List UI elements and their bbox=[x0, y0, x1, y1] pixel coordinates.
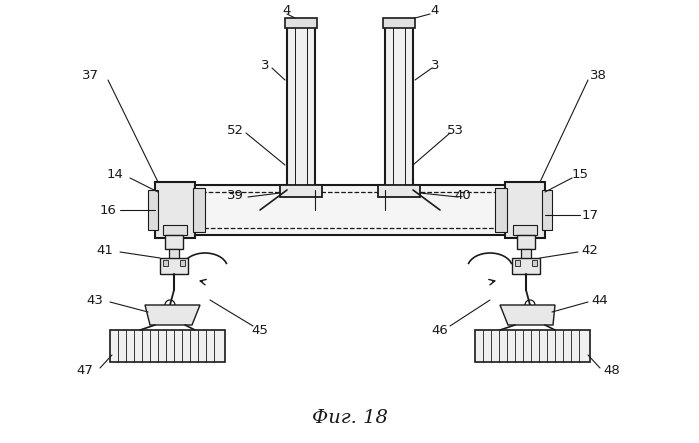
Bar bbox=[185, 185, 515, 235]
Text: 15: 15 bbox=[572, 168, 589, 182]
Text: 48: 48 bbox=[604, 364, 621, 377]
Bar bbox=[160, 258, 188, 274]
Bar bbox=[163, 225, 187, 235]
Bar bbox=[495, 188, 507, 232]
Text: 44: 44 bbox=[591, 294, 608, 307]
Text: 46: 46 bbox=[431, 323, 448, 337]
Bar bbox=[521, 249, 531, 259]
Text: 37: 37 bbox=[82, 69, 99, 82]
Bar bbox=[513, 225, 537, 235]
Bar bbox=[385, 25, 413, 190]
Text: 3: 3 bbox=[431, 58, 439, 71]
Text: 41: 41 bbox=[96, 244, 113, 256]
Bar bbox=[110, 330, 225, 362]
Bar bbox=[542, 190, 552, 230]
Text: 53: 53 bbox=[447, 124, 463, 136]
Bar bbox=[475, 330, 590, 362]
Bar bbox=[180, 260, 185, 266]
Bar bbox=[195, 192, 505, 228]
Bar bbox=[512, 258, 540, 274]
Bar bbox=[285, 18, 317, 28]
Bar bbox=[532, 260, 537, 266]
Bar bbox=[148, 190, 158, 230]
Text: 42: 42 bbox=[582, 244, 598, 256]
Text: 39: 39 bbox=[226, 189, 243, 202]
Bar bbox=[163, 260, 168, 266]
Text: 3: 3 bbox=[261, 58, 269, 71]
Text: 16: 16 bbox=[99, 203, 117, 217]
Bar bbox=[383, 18, 415, 28]
Bar bbox=[517, 235, 535, 249]
Bar bbox=[169, 249, 179, 259]
Bar bbox=[505, 182, 545, 238]
Polygon shape bbox=[145, 305, 200, 325]
Bar bbox=[287, 25, 315, 190]
Bar bbox=[155, 182, 195, 238]
Text: 40: 40 bbox=[454, 189, 471, 202]
Text: 4: 4 bbox=[431, 4, 439, 16]
Text: 43: 43 bbox=[87, 294, 103, 307]
Bar bbox=[193, 188, 205, 232]
Bar bbox=[378, 185, 420, 197]
Text: 45: 45 bbox=[252, 323, 268, 337]
Bar bbox=[165, 235, 183, 249]
Polygon shape bbox=[500, 305, 555, 325]
Text: 4: 4 bbox=[283, 4, 291, 16]
Text: Фиг. 18: Фиг. 18 bbox=[312, 409, 388, 427]
Bar bbox=[280, 185, 322, 197]
Text: 52: 52 bbox=[226, 124, 243, 136]
Bar bbox=[515, 260, 520, 266]
Text: 38: 38 bbox=[589, 69, 607, 82]
Text: 14: 14 bbox=[106, 168, 124, 182]
Text: 17: 17 bbox=[582, 209, 598, 222]
Text: 47: 47 bbox=[77, 364, 94, 377]
